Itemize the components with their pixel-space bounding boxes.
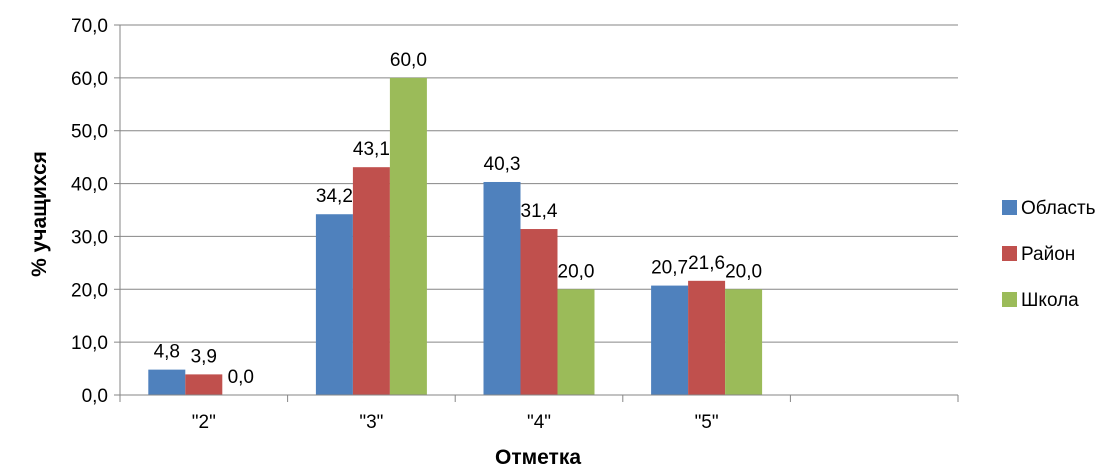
y-tick-label: 40,0 bbox=[71, 175, 108, 196]
bar bbox=[725, 289, 763, 395]
y-tick-label: 60,0 bbox=[71, 69, 108, 90]
legend-item: Район bbox=[1002, 244, 1075, 265]
legend-swatch bbox=[1002, 292, 1017, 307]
y-tick-label: 70,0 bbox=[71, 16, 108, 37]
x-axis-title: Отметка bbox=[495, 446, 581, 469]
data-label: 4,8 bbox=[154, 342, 180, 363]
bar bbox=[483, 181, 521, 395]
bars bbox=[148, 77, 763, 395]
x-tick-label: "4" bbox=[527, 412, 551, 433]
legend-swatch bbox=[1002, 200, 1017, 215]
legend-swatch bbox=[1002, 246, 1017, 261]
bar bbox=[185, 374, 223, 395]
bar bbox=[520, 229, 558, 395]
axes: 0,0 10,0 20,0 30,0 40,0 50,0 60,0 70,0 "2" "3" "4"… bbox=[71, 16, 959, 433]
data-label: 20,0 bbox=[558, 261, 595, 282]
data-label: 21,6 bbox=[688, 253, 725, 274]
legend-item: Школа bbox=[1002, 290, 1079, 311]
bar bbox=[688, 280, 726, 395]
x-tick-label: "3" bbox=[359, 412, 383, 433]
data-label: 20,0 bbox=[725, 261, 762, 282]
data-label: 60,0 bbox=[390, 50, 427, 71]
bar bbox=[389, 77, 427, 395]
x-tick-label: "2" bbox=[192, 412, 216, 433]
data-label: 43,1 bbox=[353, 139, 390, 160]
legend-label: Школа bbox=[1021, 290, 1079, 311]
y-axis-title: % учащихся bbox=[28, 151, 51, 277]
legend-label: Область bbox=[1021, 198, 1096, 219]
data-label: 31,4 bbox=[521, 201, 558, 222]
y-tick-label: 50,0 bbox=[71, 122, 108, 143]
bar bbox=[315, 214, 353, 395]
data-labels: 4,8 34,2 40,3 20,7 3,9 43,1 31,4 21,6 0,0 60,0 20,… bbox=[154, 50, 763, 388]
data-label: 0,0 bbox=[228, 367, 254, 388]
bar bbox=[557, 289, 595, 395]
data-label: 20,7 bbox=[651, 258, 688, 279]
y-tick-label: 20,0 bbox=[71, 280, 108, 301]
data-label: 40,3 bbox=[484, 154, 521, 175]
y-tick-label: 30,0 bbox=[71, 227, 108, 248]
legend-item: Область bbox=[1002, 198, 1096, 219]
y-tick-label: 10,0 bbox=[71, 333, 108, 354]
bar bbox=[352, 167, 390, 395]
legend: Область Район Школа bbox=[1002, 198, 1096, 311]
legend-label: Район bbox=[1021, 244, 1075, 265]
data-label: 3,9 bbox=[191, 346, 217, 367]
bar bbox=[148, 369, 186, 395]
data-label: 34,2 bbox=[316, 186, 353, 207]
y-tick-label: 0,0 bbox=[82, 386, 108, 407]
bar bbox=[651, 285, 689, 395]
x-tick-label: "5" bbox=[695, 412, 719, 433]
